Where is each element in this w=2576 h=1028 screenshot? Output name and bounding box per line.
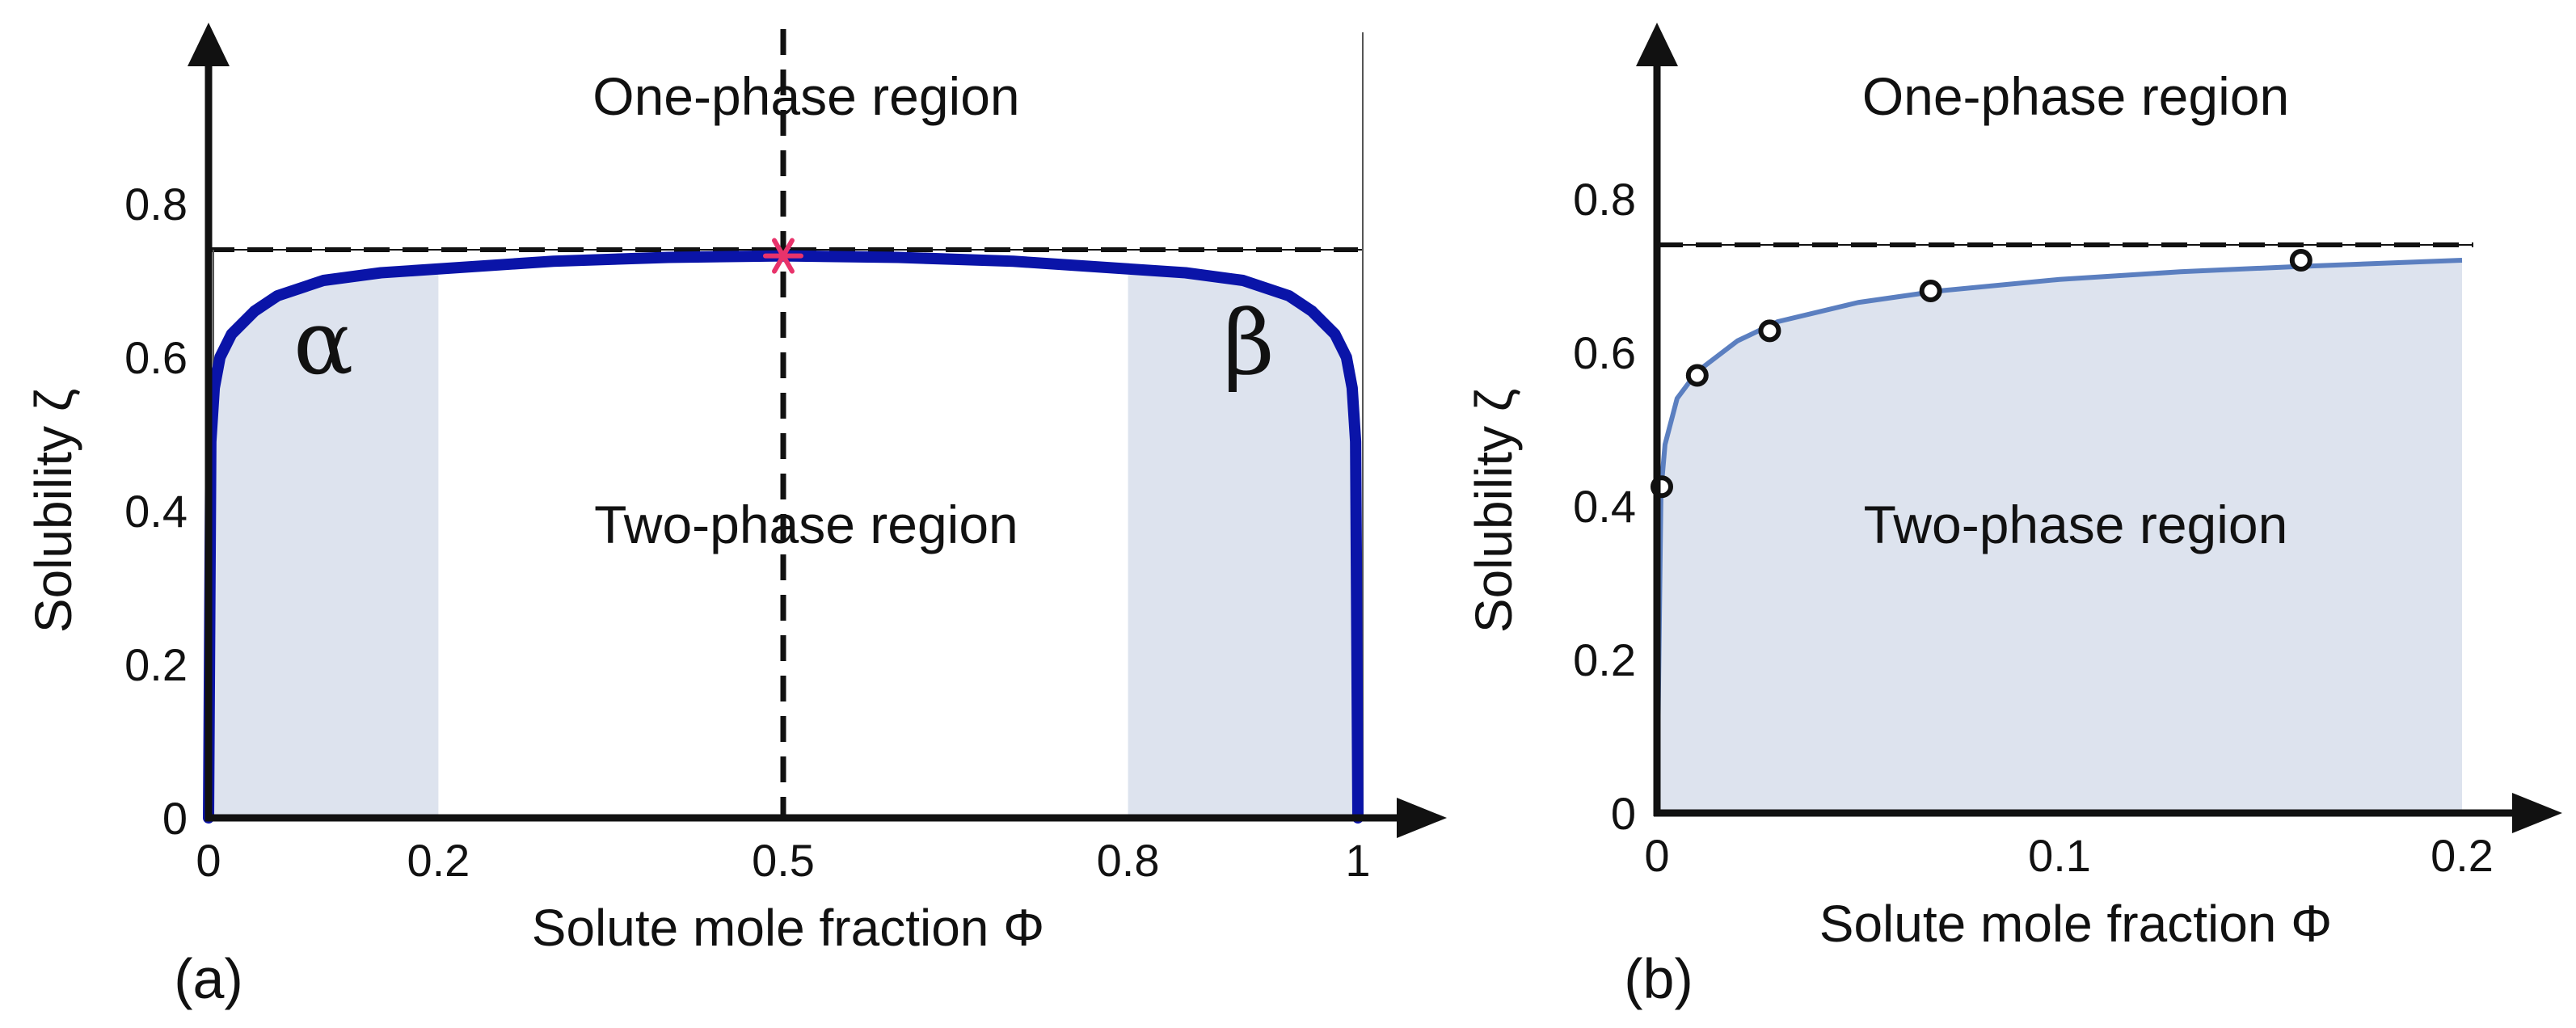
alpha-phase-label: α bbox=[293, 291, 353, 394]
panel-label: (b) bbox=[1624, 947, 1693, 1010]
y-tick-label: 0.6 bbox=[124, 332, 188, 383]
y-tick-label: 0.4 bbox=[124, 486, 188, 537]
y-tick-label: 0 bbox=[162, 793, 188, 844]
x-axis-arrow bbox=[1397, 798, 1447, 838]
x-tick-label: 0 bbox=[1644, 830, 1669, 881]
x-axis-title: Solute mole fraction Φ bbox=[532, 899, 1044, 957]
two-phase-region-label: Two-phase region bbox=[1864, 495, 2288, 554]
y-tick-label: 0.2 bbox=[124, 639, 188, 690]
one-phase-region-label: One-phase region bbox=[592, 66, 1019, 126]
x-tick-label: 1 bbox=[1345, 835, 1370, 886]
one-phase-region-label: One-phase region bbox=[1862, 66, 2289, 126]
panel-b: 0 0.1 0.2 0 0.2 0.4 0.6 0.8 One-phase region T… bbox=[1465, 23, 2562, 1010]
x-tick-label: 0.8 bbox=[1097, 835, 1160, 886]
beta-phase-label: β bbox=[1223, 291, 1275, 394]
y-axis-arrow bbox=[188, 23, 230, 66]
y-tick-label: 0.8 bbox=[124, 179, 188, 230]
x-tick-labels: 0 0.1 0.2 bbox=[1644, 830, 2494, 881]
data-point bbox=[1685, 364, 1709, 387]
x-tick-label: 0.2 bbox=[2431, 830, 2494, 881]
x-tick-label: 0.1 bbox=[2028, 830, 2091, 881]
y-tick-label: 0.2 bbox=[1573, 634, 1636, 685]
x-tick-label: 0.2 bbox=[407, 835, 470, 886]
y-tick-label: 0 bbox=[1611, 788, 1636, 839]
y-axis-arrow bbox=[1636, 23, 1678, 66]
data-point bbox=[1919, 280, 1942, 302]
x-axis-arrow bbox=[2512, 793, 2562, 833]
series-line bbox=[1655, 258, 2463, 814]
y-tick-label: 0.6 bbox=[1573, 327, 1636, 378]
data-point bbox=[2289, 249, 2312, 272]
y-tick-labels: 0 0.2 0.4 0.6 0.8 bbox=[1573, 174, 1636, 839]
y-axis-title: Solubility ζ bbox=[1465, 389, 1523, 633]
two-phase-region-label: Two-phase region bbox=[594, 495, 1018, 554]
panel-label: (a) bbox=[174, 947, 243, 1010]
y-axis-title: Solubility ζ bbox=[24, 389, 82, 633]
x-tick-label: 0.5 bbox=[752, 835, 815, 886]
phase-shading bbox=[209, 268, 1358, 818]
critical-point-marker bbox=[763, 238, 803, 274]
data-point bbox=[1758, 319, 1781, 343]
two-phase-area bbox=[1657, 260, 2462, 813]
y-tick-label: 0.8 bbox=[1573, 174, 1636, 225]
y-tick-label: 0.4 bbox=[1573, 481, 1636, 532]
phase-shade-alpha bbox=[209, 268, 439, 818]
panel-a: 0 0.2 0.5 0.8 1 0 0.2 0.4 0.6 0.8 One-phase regi… bbox=[24, 23, 1447, 1010]
phase-shade-beta bbox=[1128, 268, 1358, 818]
x-tick-labels: 0 0.2 0.5 0.8 1 bbox=[196, 835, 1370, 886]
x-axis-title: Solute mole fraction Φ bbox=[1819, 895, 2332, 953]
y-tick-labels: 0 0.2 0.4 0.6 0.8 bbox=[124, 179, 188, 844]
x-tick-label: 0 bbox=[196, 835, 221, 886]
